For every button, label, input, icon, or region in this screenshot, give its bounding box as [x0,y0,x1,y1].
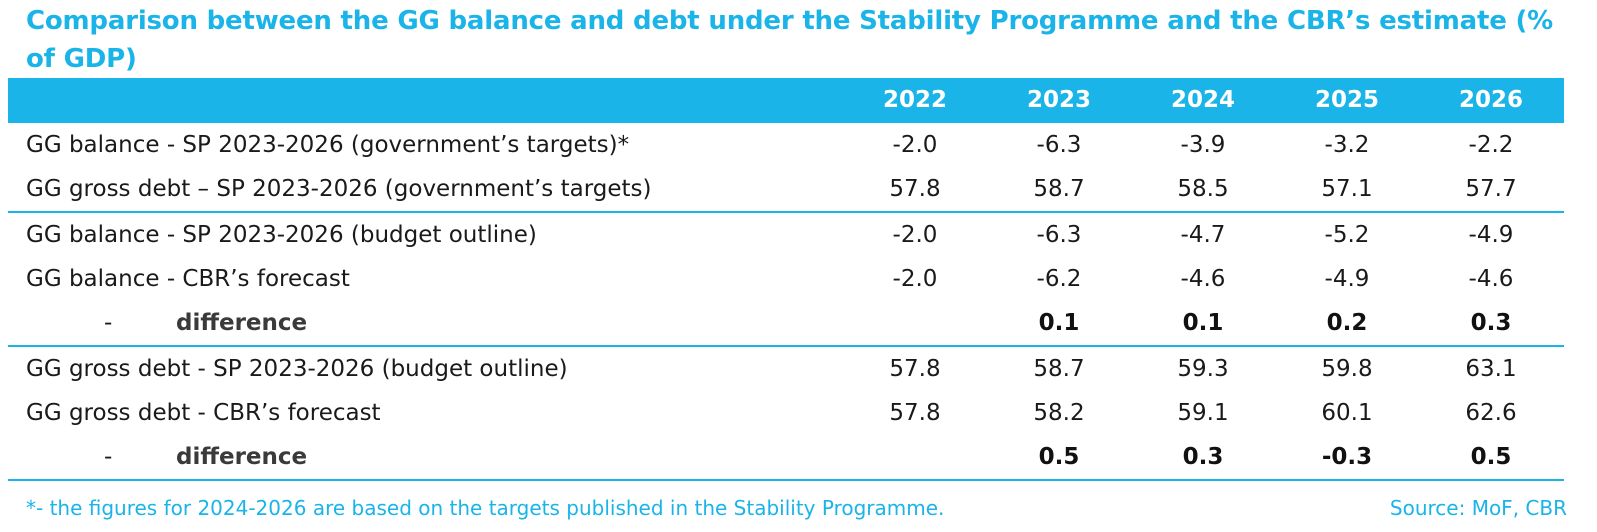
table-row: GG balance - SP 2023-2026 (budget outlin… [8,213,1564,257]
table-header: 2022 2023 2024 2025 2026 [8,78,1564,123]
table-cell: -2.0 [892,266,938,292]
table-cell: -6.3 [1036,222,1082,248]
table-title: Comparison between the GG balance and de… [26,6,1554,74]
column-header: 2022 [882,86,947,113]
table-cell: 59.1 [1177,400,1229,426]
table-cell: 57.7 [1465,176,1517,202]
table-cell: -3.2 [1324,132,1370,158]
table-cell: 62.6 [1465,400,1517,426]
table-cell: -6.3 [1036,132,1082,158]
table-cell: -4.6 [1180,266,1226,292]
table-row: GG gross debt - SP 2023-2026 (budget out… [8,347,1564,391]
table-row: GG balance - SP 2023-2026 (government’s … [8,123,1564,167]
table-row-difference: - difference 0.5 0.3 -0.3 0.5 [8,435,1564,481]
table-cell: 59.8 [1321,356,1373,382]
column-header: 2026 [1458,86,1523,113]
table-cell: 57.1 [1321,176,1373,202]
table-row-difference: - difference 0.1 0.1 0.2 0.3 [8,301,1564,347]
row-label: - difference [8,310,843,336]
data-table: 2022 2023 2024 2025 2026 GG balance - SP… [8,78,1564,481]
table-cell: 58.7 [1033,176,1085,202]
table-cell: -4.9 [1468,222,1514,248]
table-cell: 57.8 [889,176,941,202]
table-cell: -5.2 [1324,222,1370,248]
row-label: GG gross debt - CBR’s forecast [26,400,381,426]
table-cell: 0.3 [1182,444,1224,470]
table-row: GG gross debt – SP 2023-2026 (government… [8,167,1564,213]
table-cell: 60.1 [1321,400,1373,426]
difference-label: difference [176,444,308,470]
table-cell: -4.6 [1468,266,1514,292]
footnote: *- the figures for 2024-2026 are based o… [26,496,945,520]
table-cell: 63.1 [1465,356,1517,382]
row-label: GG gross debt - SP 2023-2026 (budget out… [26,356,568,382]
row-label: GG balance - SP 2023-2026 (budget outlin… [26,222,537,248]
table-cell: 58.2 [1033,400,1085,426]
table-cell: -0.3 [1321,444,1373,470]
table-row: GG balance - CBR’s forecast -2.0 -6.2 -4… [8,257,1564,301]
table-cell: 0.2 [1326,310,1368,336]
table-cell: -3.9 [1180,132,1226,158]
table-cell: -6.2 [1036,266,1082,292]
row-label: GG balance - SP 2023-2026 (government’s … [26,132,630,158]
table-cell: 57.8 [889,400,941,426]
source-note: Source: MoF, CBR [1389,496,1567,520]
table-cell: -4.7 [1180,222,1226,248]
table-cell: -2.2 [1468,132,1514,158]
table-cell: 0.5 [1470,444,1512,470]
table-row: GG gross debt - CBR’s forecast 57.8 58.2… [8,391,1564,435]
table-cell: 0.5 [1038,444,1080,470]
table-cell: 57.8 [889,356,941,382]
table-cell: 0.1 [1182,310,1224,336]
row-dash: - [104,444,113,470]
table-cell: 0.3 [1470,310,1512,336]
column-header: 2023 [1026,86,1091,113]
row-dash: - [104,310,113,336]
table-cell: 0.1 [1038,310,1080,336]
row-label: GG gross debt – SP 2023-2026 (government… [26,176,652,202]
table-cell: 59.3 [1177,356,1229,382]
table-cell: 58.5 [1177,176,1229,202]
table-cell: 58.7 [1033,356,1085,382]
column-header: 2024 [1170,86,1235,113]
table-cell: -2.0 [892,132,938,158]
column-header: 2025 [1314,86,1379,113]
difference-label: difference [176,310,308,336]
table-cell: -4.9 [1324,266,1370,292]
row-label: GG balance - CBR’s forecast [26,266,350,292]
row-label: - difference [8,444,843,470]
table-cell: -2.0 [892,222,938,248]
